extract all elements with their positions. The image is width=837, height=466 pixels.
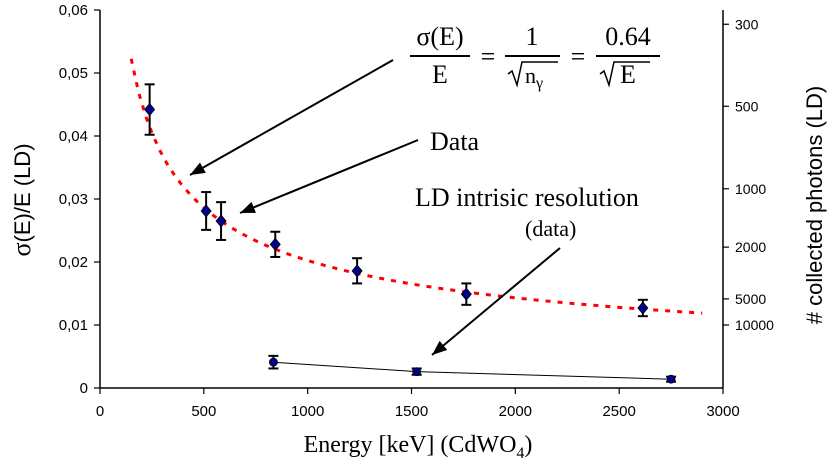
formula-mid-denominator: nγ (525, 63, 543, 92)
y-tick-label: 0,01 (59, 317, 88, 334)
x-tick-label: 3000 (706, 403, 739, 420)
data-point (200, 204, 212, 218)
data-point (144, 102, 156, 117)
data-point (351, 264, 363, 278)
formula-mid-denominator-base: n (525, 63, 536, 88)
y-axis-label-rest: (E)/E (LD) (10, 143, 35, 242)
formula-equals-1: = (481, 42, 496, 71)
fit-curve (129, 58, 703, 315)
y-axis-label: σ(E)/E (LD) (7, 143, 36, 256)
y2-tick-label: 300 (735, 16, 759, 32)
y-tick-label: 0,03 (59, 191, 88, 208)
x-tick-label: 2000 (499, 403, 532, 420)
formula-rhs-sqrt-sign (599, 61, 650, 88)
x-axis-label-close: ) (524, 432, 532, 458)
arrow-shaft (239, 139, 419, 214)
fit-curve-path (129, 58, 703, 315)
data-point (460, 287, 472, 301)
y2-tick-label: 1000 (735, 181, 766, 197)
y2-axis-label: # collected photons (LD) (802, 86, 827, 324)
annotation-arrows (189, 59, 561, 356)
y-axis-label-sigma: σ (7, 242, 36, 256)
x-axis-label: Energy [keV] (CdWO4) (304, 432, 533, 462)
data-point (215, 214, 227, 228)
data-point (269, 237, 281, 251)
x-axis-label-main: Energy [keV] (CdWO (304, 432, 517, 458)
ld-data-point (412, 367, 422, 377)
arrow-shaft (189, 59, 394, 176)
y-tick-label: 0,05 (59, 65, 88, 82)
formula-mid-denominator-sub: γ (535, 75, 543, 92)
formula-mid-numerator: 1 (526, 22, 539, 51)
y2-tick-label: 2000 (735, 239, 766, 255)
arrow-head (190, 162, 206, 175)
annotation-ld-label-line1: LD intrisic resolution (415, 183, 639, 212)
formula-rhs-numerator: 0.64 (605, 22, 651, 51)
x-tick-label: 2500 (602, 403, 635, 420)
annotation-data-label: Data (430, 127, 480, 156)
formula-lhs-numerator: σ(E) (416, 22, 463, 51)
formula-lhs-denominator: E (432, 60, 448, 89)
ld-data-point (269, 357, 278, 367)
arrow-head (240, 201, 256, 213)
y2-tick-label: 10000 (735, 317, 774, 333)
y2-tick-label: 500 (735, 98, 759, 114)
series-group (144, 83, 677, 384)
annotation-ld-label-line2: (data) (525, 216, 576, 241)
formula-rhs-denominator: E (620, 60, 636, 89)
y-tick-label: 0,06 (59, 2, 88, 19)
x-tick-label: 500 (191, 403, 216, 420)
axes: 0 500 1000 1500 2000 2500 300000,010,020,030,0… (59, 2, 774, 420)
data-point (637, 301, 649, 315)
formula: σ(E) E = 1 nγ = 0.64 E (410, 22, 660, 92)
y2-tick-label: 5000 (735, 291, 766, 307)
x-axis-label-subscript: 4 (516, 445, 524, 462)
y-tick-label: 0 (80, 380, 88, 397)
arrow-shaft (431, 247, 561, 356)
x-tick-label: 1500 (395, 403, 428, 420)
ld-data-point (666, 374, 676, 384)
formula-mid-sqrt-sign (507, 61, 558, 88)
y-tick-label: 0,04 (59, 128, 88, 145)
x-tick-label: 1000 (291, 403, 324, 420)
arrow-head (432, 340, 448, 355)
formula-equals-2: = (571, 42, 586, 71)
ld-series-line (273, 361, 672, 380)
y-tick-label: 0,02 (59, 254, 88, 271)
x-tick-label: 0 (96, 403, 104, 420)
